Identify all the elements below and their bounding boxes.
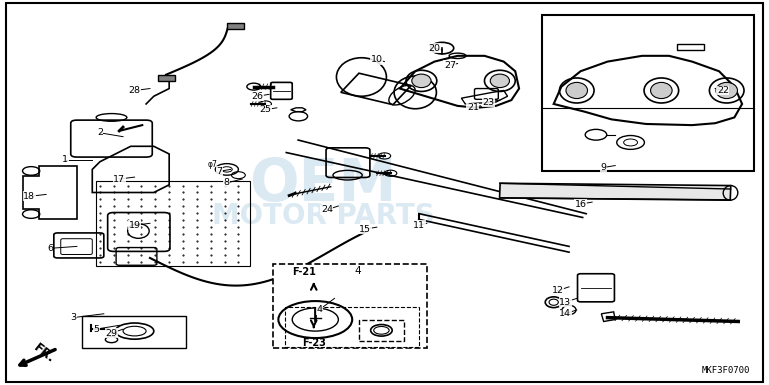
Bar [273, 264, 427, 348]
Text: 2: 2 [97, 128, 103, 137]
Text: 27: 27 [444, 61, 456, 70]
Ellipse shape [491, 74, 510, 87]
Text: 25: 25 [259, 105, 271, 114]
Text: F-23: F-23 [301, 338, 326, 348]
Text: 18: 18 [23, 192, 35, 201]
Text: 8: 8 [224, 178, 230, 187]
Text: 10: 10 [371, 55, 383, 64]
Text: 22: 22 [717, 86, 729, 95]
Bar [359, 320, 404, 341]
Text: 28: 28 [128, 86, 141, 95]
Text: φ7: φ7 [208, 160, 218, 169]
Text: 7: 7 [216, 167, 222, 176]
Ellipse shape [566, 82, 588, 99]
Bar [96, 181, 250, 266]
Text: 15: 15 [359, 224, 371, 234]
Text: 21: 21 [467, 103, 479, 112]
Text: 6: 6 [47, 244, 53, 253]
Bar [285, 307, 419, 347]
Bar [677, 44, 704, 50]
Text: OEM: OEM [249, 156, 397, 213]
Bar [227, 23, 244, 29]
Ellipse shape [716, 82, 737, 99]
Text: 13: 13 [559, 298, 571, 307]
Text: 12: 12 [551, 286, 564, 295]
Text: 23: 23 [482, 97, 494, 107]
Text: 1: 1 [62, 155, 68, 164]
Text: FR.: FR. [32, 341, 58, 366]
Bar [82, 316, 186, 348]
Text: MOTOR PARTS: MOTOR PARTS [211, 202, 434, 229]
Ellipse shape [412, 74, 431, 87]
Text: 29: 29 [105, 328, 118, 338]
Text: MKF3F0700: MKF3F0700 [701, 367, 750, 375]
Text: 4: 4 [355, 266, 361, 276]
Polygon shape [500, 183, 731, 200]
Text: 11: 11 [413, 221, 425, 230]
Bar [542, 15, 754, 171]
Text: 17: 17 [113, 174, 125, 184]
Text: 20: 20 [428, 44, 441, 53]
Text: 9: 9 [601, 163, 607, 172]
Text: 14: 14 [559, 309, 571, 318]
Text: 24: 24 [321, 205, 333, 214]
Text: 4: 4 [316, 305, 322, 315]
Text: 3: 3 [70, 313, 76, 322]
Ellipse shape [651, 82, 672, 99]
Text: 26: 26 [251, 92, 264, 101]
Text: 16: 16 [574, 199, 587, 209]
Text: 5: 5 [93, 325, 99, 334]
Text: 19: 19 [128, 221, 141, 230]
Text: F-21: F-21 [291, 267, 316, 277]
Bar [158, 75, 175, 81]
